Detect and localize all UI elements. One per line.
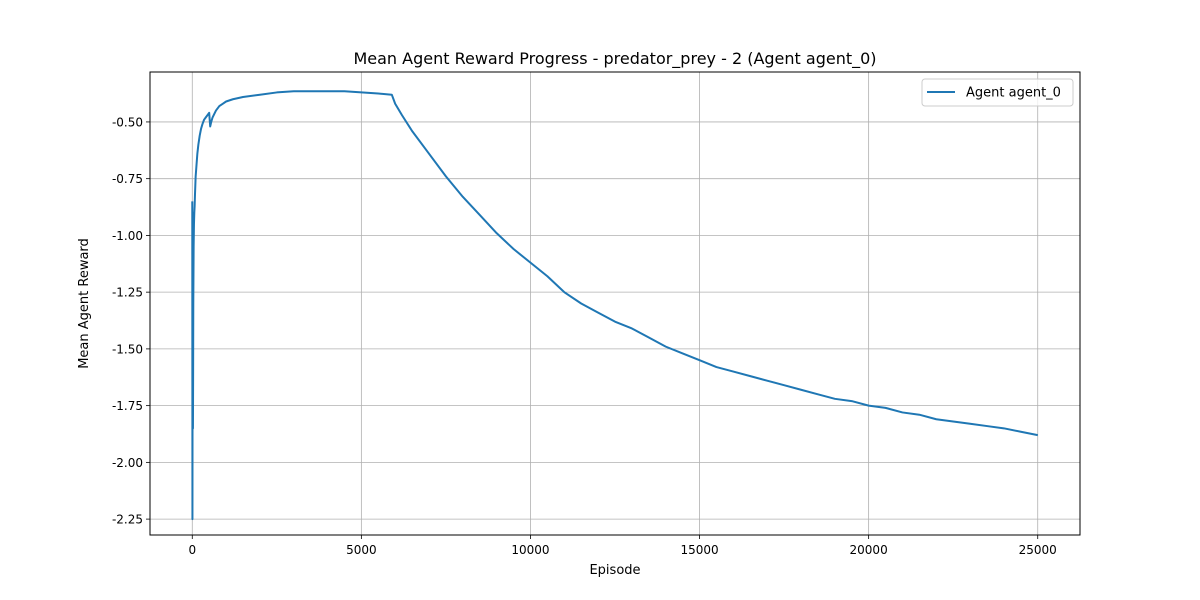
series-line-agent-agent-0 <box>191 90 1038 521</box>
x-tick-label: 25000 <box>1019 543 1057 557</box>
plot-area-frame <box>149 71 1081 536</box>
series-layer <box>191 90 1038 521</box>
chart-title: Mean Agent Reward Progress - predator_pr… <box>353 49 876 69</box>
legend-box <box>921 78 1074 107</box>
x-axis-label: Episode <box>589 563 640 578</box>
y-tick-label: -0.75 <box>112 172 143 186</box>
y-tick-label: -1.75 <box>112 399 143 413</box>
x-tick-label: 15000 <box>680 543 718 557</box>
x-tick-label: 5000 <box>346 543 377 557</box>
y-tick-label: -2.00 <box>112 456 143 470</box>
grid-lines <box>150 72 1080 535</box>
y-axis-label: Mean Agent Reward <box>77 238 92 369</box>
y-tick-label: -2.25 <box>112 513 143 527</box>
legend: Agent agent_0 <box>921 78 1074 107</box>
x-tick-label: 20000 <box>850 543 888 557</box>
y-tick-label: -1.25 <box>112 286 143 300</box>
y-tick-label: -1.00 <box>112 229 143 243</box>
legend-label-agent-agent-0: Agent agent_0 <box>966 86 1061 101</box>
x-tick-label: 10000 <box>511 543 549 557</box>
y-tick-label: -1.50 <box>112 342 143 356</box>
x-tick-label: 0 <box>188 543 196 557</box>
axis-ticks: 0 5000 10000 15000 20000 25000 -0.50 -0.75 -1.00… <box>112 115 1057 557</box>
y-tick-label: -0.50 <box>112 115 143 129</box>
